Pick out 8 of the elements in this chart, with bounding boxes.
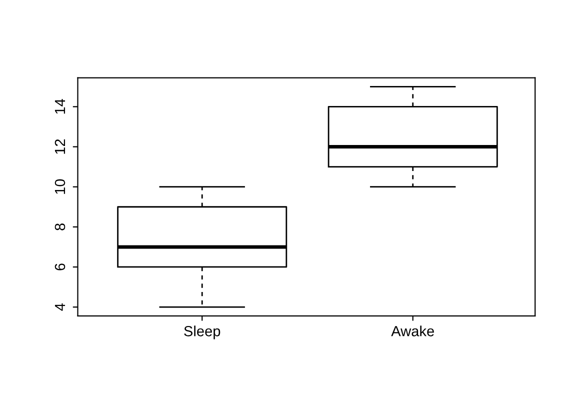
y-tick-label: 4 xyxy=(54,303,66,311)
y-tick-label: 8 xyxy=(54,223,66,230)
y-tick-label: 6 xyxy=(54,264,66,270)
x-tick-label: Awake xyxy=(391,326,434,336)
y-tick-label: 12 xyxy=(54,139,66,154)
y-tick-label: 10 xyxy=(54,179,66,194)
y-tick-label: 14 xyxy=(54,99,66,114)
x-tick-label: Sleep xyxy=(184,326,220,340)
